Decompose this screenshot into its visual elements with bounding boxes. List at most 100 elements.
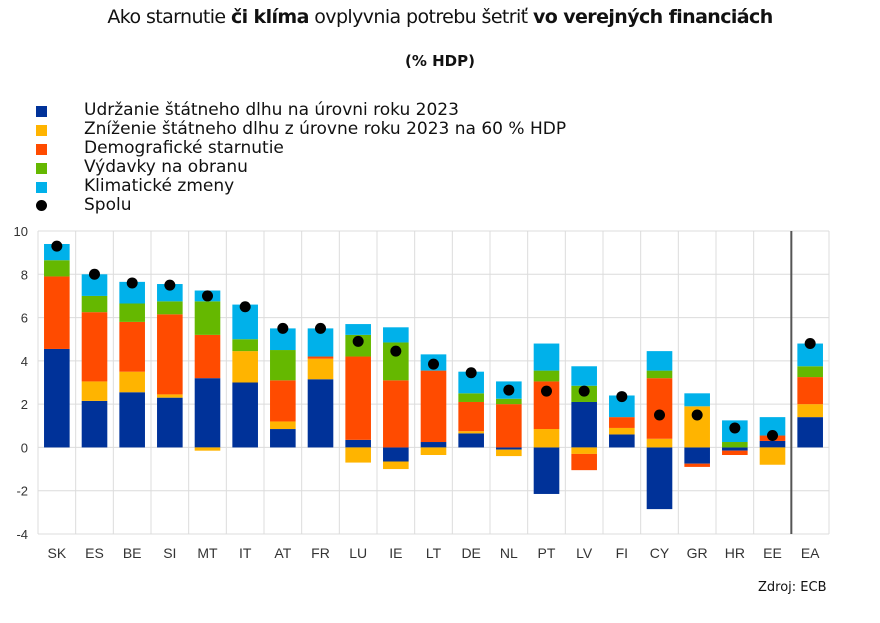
total-point [277, 322, 289, 334]
bar-segment [119, 281, 145, 304]
total-point [541, 385, 552, 397]
bar-segment [684, 463, 710, 467]
bar-segment [646, 378, 673, 439]
legend-label: Spolu [84, 195, 132, 215]
bar-segment [533, 370, 560, 382]
bar-segment [646, 351, 673, 371]
bar-segment [157, 397, 183, 448]
legend-swatch [36, 106, 47, 117]
x-tick-label: GR [687, 545, 708, 561]
x-tick-label: IE [389, 545, 402, 561]
bar-segment [646, 447, 673, 510]
bar-segment [345, 356, 371, 440]
bar-segment [646, 370, 673, 379]
bar-segment [81, 274, 108, 296]
bar-segment [119, 321, 145, 372]
title-part-2: či klíma [230, 6, 309, 28]
bar-segment [232, 382, 258, 448]
x-tick-label: LT [426, 545, 442, 561]
x-tick-label: ES [85, 545, 104, 561]
bar-segment [383, 447, 409, 462]
bar-segment [420, 447, 447, 456]
bar-segment [533, 429, 560, 448]
total-point [767, 430, 778, 442]
total-point [654, 409, 665, 421]
chart-subtitle: (% HDP) [405, 52, 475, 70]
bar-segment [194, 378, 221, 448]
bar-segment [345, 447, 371, 463]
legend-label: Demografické starnutie [84, 138, 284, 158]
y-tick-label: 2 [21, 397, 28, 412]
bar-segment [458, 371, 484, 394]
bar-segment [44, 260, 70, 277]
bar-segment [571, 366, 597, 386]
bar-segment [722, 442, 748, 448]
x-tick-label: EE [763, 545, 782, 561]
bar-segment [420, 442, 447, 448]
bar-segment [496, 404, 522, 448]
legend-label: Klimatické zmeny [84, 176, 235, 196]
total-point [729, 422, 741, 434]
title-part-3: ovplyvnia potrebu šetriť [308, 6, 533, 28]
legend-dot-marker [36, 200, 47, 211]
bar-segment [157, 284, 183, 302]
bar-segment [420, 370, 447, 443]
bar-segment [458, 393, 484, 402]
total-point [428, 358, 439, 370]
bar-segment [609, 417, 635, 428]
total-point [578, 385, 590, 397]
bar-segment [81, 400, 108, 448]
title-part-1: Ako starnutie [107, 6, 231, 28]
total-point [202, 290, 213, 302]
bar-segment [646, 438, 673, 448]
bar-segment [44, 348, 70, 448]
bar-segment [232, 351, 258, 383]
bar-segment [345, 439, 371, 448]
legend-label: Zníženie štátneho dlhu z úrovne roku 202… [84, 119, 567, 139]
bar-segment [383, 380, 409, 448]
bar-segment [684, 393, 710, 407]
bar-segment [119, 392, 145, 448]
x-tick-label: NL [500, 545, 518, 561]
x-tick-label: MT [197, 545, 218, 561]
legend-swatch [36, 144, 47, 155]
bar-segment [722, 450, 748, 456]
x-tick-label: BE [123, 545, 142, 561]
bar-segment [194, 301, 221, 335]
x-tick-label: SK [47, 545, 66, 561]
bar-segment [119, 303, 145, 322]
bar-segment [797, 404, 823, 418]
bar-segment [797, 377, 823, 405]
x-tick-label: HR [725, 545, 745, 561]
legend-swatch [36, 125, 47, 136]
total-point [616, 391, 628, 403]
bar-segment [496, 447, 522, 450]
bar-segment [383, 327, 409, 343]
bar-segment [797, 417, 823, 448]
bar-segment [270, 421, 296, 430]
x-tick-label: AT [274, 545, 291, 561]
x-tick-label: LU [349, 545, 367, 561]
bar-segment [609, 434, 635, 448]
legend-label: Výdavky na obranu [84, 157, 248, 177]
bar-segment [44, 276, 70, 349]
bar-segment [684, 447, 710, 464]
source-note: Zdroj: ECB [758, 580, 827, 595]
bar-segment [119, 371, 145, 393]
bar-segment [345, 324, 371, 335]
bar-segment [609, 427, 635, 435]
y-tick-label: -4 [16, 527, 28, 542]
total-point [352, 335, 364, 347]
bar-segment [759, 447, 786, 465]
bar-segment [759, 440, 786, 448]
bar-segment [458, 433, 484, 448]
x-tick-label: EA [801, 545, 820, 561]
bar-segment [797, 343, 823, 367]
bar-segment [270, 380, 296, 422]
legend-swatch [36, 182, 47, 193]
total-point [390, 345, 402, 357]
bar-segment [81, 312, 108, 382]
total-point [315, 322, 326, 334]
bar-segment [533, 447, 560, 494]
y-tick-label: 4 [21, 354, 28, 369]
